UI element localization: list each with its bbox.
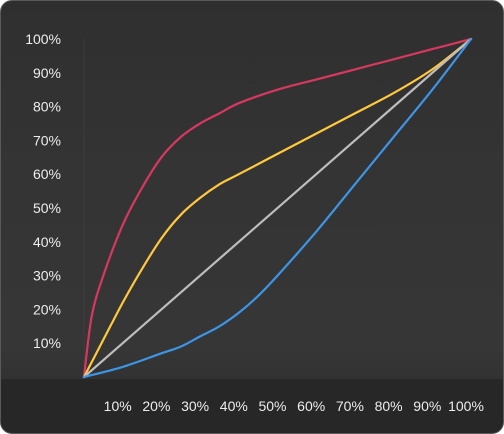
y-tick-label: 20% xyxy=(33,301,61,317)
series-line-red xyxy=(82,37,473,379)
x-tick-label: 10% xyxy=(104,398,132,414)
series-line-gray xyxy=(82,37,473,379)
y-tick-label: 70% xyxy=(33,132,61,148)
y-tick-label: 50% xyxy=(33,200,61,216)
series-line-blue xyxy=(82,37,473,379)
y-tick-label: 90% xyxy=(33,65,61,81)
x-tick-label: 90% xyxy=(413,398,441,414)
x-tick-label: 30% xyxy=(181,398,209,414)
x-tick-label: 50% xyxy=(258,398,286,414)
y-tick-label: 30% xyxy=(33,268,61,284)
x-tick-label: 20% xyxy=(142,398,170,414)
x-tick-label: 100% xyxy=(448,398,484,414)
y-tick-label: 10% xyxy=(33,335,61,351)
series-line-yellow xyxy=(82,37,473,379)
x-tick-label: 60% xyxy=(297,398,325,414)
y-tick-label: 60% xyxy=(33,166,61,182)
y-tick-label: 80% xyxy=(33,99,61,115)
x-tick-label: 80% xyxy=(375,398,403,414)
x-tick-label: 40% xyxy=(220,398,248,414)
x-tick-label: 70% xyxy=(336,398,364,414)
y-tick-label: 100% xyxy=(25,31,61,47)
y-tick-label: 40% xyxy=(33,234,61,250)
chart-footer-band xyxy=(1,379,503,433)
